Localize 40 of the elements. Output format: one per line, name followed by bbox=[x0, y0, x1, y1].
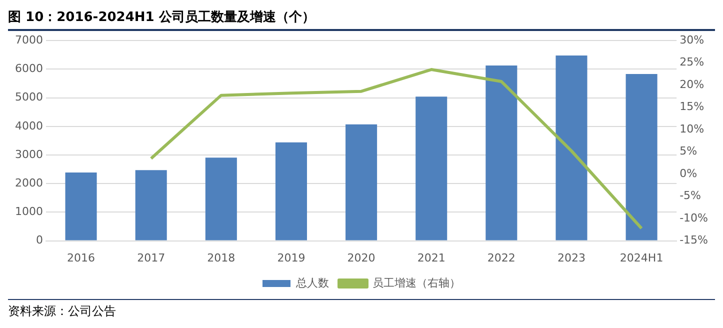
y-tick-label: 5000 bbox=[14, 90, 43, 104]
y-tick-label: 1000 bbox=[14, 205, 43, 218]
y2-tick-label: 0% bbox=[680, 166, 698, 180]
bar bbox=[556, 55, 588, 240]
bar bbox=[346, 124, 378, 240]
y2-tick-label: 15% bbox=[680, 100, 704, 114]
legend-label: 总人数 bbox=[295, 276, 329, 290]
y2-tick-label: 20% bbox=[680, 78, 704, 91]
y-tick-label: 0 bbox=[36, 234, 43, 247]
y2-tick-label: -15% bbox=[680, 234, 708, 247]
y2-tick-label: 5% bbox=[680, 144, 698, 158]
bar bbox=[135, 170, 167, 240]
x-tick-label: 2021 bbox=[417, 251, 446, 264]
bar bbox=[416, 96, 448, 240]
chart-title: 图 10：2016-2024H1 公司员工数量及增速（个） bbox=[8, 8, 715, 31]
text: 资料来源：公司公告 bbox=[8, 303, 117, 320]
x-tick-label: 2022 bbox=[487, 251, 516, 264]
y-tick-label: 6000 bbox=[14, 62, 43, 76]
y-tick-label: 4000 bbox=[14, 119, 43, 132]
x-tick-label: 2017 bbox=[137, 251, 166, 264]
bar bbox=[65, 172, 97, 240]
bar bbox=[486, 65, 518, 240]
x-tick-label: 2020 bbox=[347, 251, 376, 264]
y2-tick-label: -10% bbox=[680, 211, 708, 224]
y-tick-label: 7000 bbox=[14, 33, 43, 46]
x-tick-label: 2023 bbox=[557, 251, 586, 264]
x-tick-label: 2018 bbox=[207, 251, 236, 264]
legend-label: 员工增速（右轴） bbox=[372, 276, 460, 290]
bar bbox=[205, 158, 237, 240]
bar bbox=[275, 142, 307, 240]
x-tick-label: 2024H1 bbox=[620, 251, 664, 264]
y-tick-label: 3000 bbox=[14, 148, 43, 161]
y2-tick-label: 25% bbox=[680, 56, 704, 69]
y2-tick-label: -5% bbox=[680, 189, 702, 202]
y2-tick-label: 10% bbox=[680, 122, 704, 136]
y-tick-label: 2000 bbox=[14, 176, 43, 190]
y2-tick-label: 30% bbox=[680, 33, 704, 46]
bar bbox=[626, 74, 658, 240]
x-tick-label: 2016 bbox=[67, 251, 96, 264]
x-tick-label: 2019 bbox=[277, 251, 306, 264]
